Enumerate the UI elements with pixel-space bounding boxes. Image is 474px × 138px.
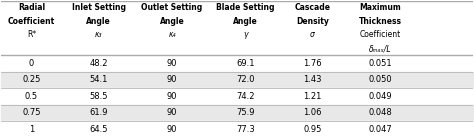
Text: Thickness: Thickness	[358, 17, 401, 26]
Text: 77.3: 77.3	[236, 125, 255, 134]
Text: 54.1: 54.1	[90, 75, 108, 84]
Text: Blade Setting: Blade Setting	[216, 3, 274, 12]
Text: Angle: Angle	[160, 17, 184, 26]
Text: 0.25: 0.25	[22, 75, 41, 84]
Text: Maximum: Maximum	[359, 3, 401, 12]
Text: γ: γ	[243, 30, 247, 39]
Text: 0.049: 0.049	[368, 92, 392, 101]
Text: Coefficient: Coefficient	[359, 30, 401, 39]
Bar	[0, 72, 474, 88]
Text: 1: 1	[29, 125, 34, 134]
Text: Density: Density	[296, 17, 329, 26]
Text: 58.5: 58.5	[90, 92, 108, 101]
Text: Outlet Setting: Outlet Setting	[141, 3, 203, 12]
Text: κ₄: κ₄	[168, 30, 176, 39]
Bar	[0, 88, 474, 104]
Text: 72.0: 72.0	[236, 75, 255, 84]
Text: 0.5: 0.5	[25, 92, 38, 101]
Bar	[0, 55, 474, 72]
Text: Cascade: Cascade	[295, 3, 331, 12]
Text: 0: 0	[29, 59, 34, 68]
Text: 0.051: 0.051	[368, 59, 392, 68]
Text: R*: R*	[27, 30, 36, 39]
Text: 0.047: 0.047	[368, 125, 392, 134]
Bar	[0, 121, 474, 137]
Text: 0.75: 0.75	[22, 108, 41, 117]
Text: δₘₐₓ/L: δₘₐₓ/L	[369, 44, 391, 53]
Text: 1.76: 1.76	[303, 59, 322, 68]
Text: 90: 90	[167, 59, 177, 68]
Text: 0.050: 0.050	[368, 75, 392, 84]
Text: 90: 90	[167, 75, 177, 84]
Text: Inlet Setting: Inlet Setting	[72, 3, 126, 12]
Text: 1.21: 1.21	[303, 92, 322, 101]
Text: κ₃: κ₃	[95, 30, 102, 39]
Text: 48.2: 48.2	[90, 59, 108, 68]
Text: 0.95: 0.95	[303, 125, 322, 134]
Text: 0.048: 0.048	[368, 108, 392, 117]
Text: 90: 90	[167, 125, 177, 134]
Text: 1.06: 1.06	[303, 108, 322, 117]
Text: Radial: Radial	[18, 3, 45, 12]
Text: 64.5: 64.5	[90, 125, 108, 134]
Text: Angle: Angle	[233, 17, 258, 26]
Text: 74.2: 74.2	[236, 92, 255, 101]
Text: 75.9: 75.9	[236, 108, 255, 117]
Text: Coefficient: Coefficient	[8, 17, 55, 26]
Bar	[0, 104, 474, 121]
Text: 90: 90	[167, 92, 177, 101]
Text: 90: 90	[167, 108, 177, 117]
Text: Angle: Angle	[86, 17, 111, 26]
Text: 69.1: 69.1	[236, 59, 255, 68]
Text: 1.43: 1.43	[303, 75, 322, 84]
Text: 61.9: 61.9	[90, 108, 108, 117]
Text: σ: σ	[310, 30, 315, 39]
